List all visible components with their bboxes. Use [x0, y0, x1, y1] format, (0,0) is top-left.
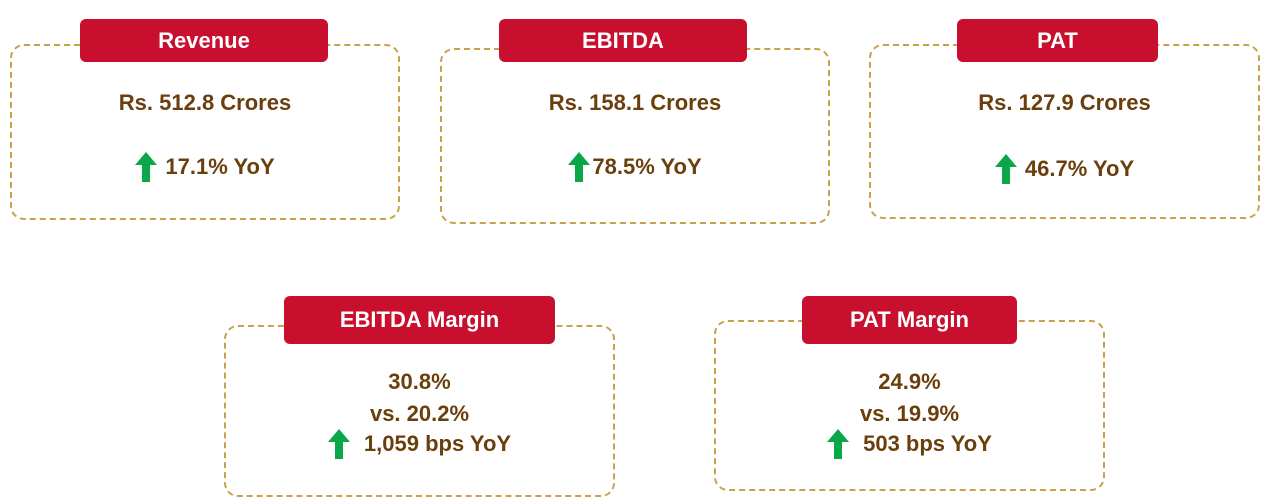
ebitda-margin-body: 30.8% vs. 20.2% 1,059 bps YoY — [224, 325, 615, 497]
pat-margin-value: 24.9% — [878, 369, 941, 394]
revenue-value: Rs. 512.8 Crores — [118, 90, 292, 115]
ebitda-margin-label: EBITDA Margin — [284, 296, 555, 344]
revenue-yoy-text: 17.1% YoY — [165, 154, 275, 179]
revenue-yoy: 17.1% YoY — [10, 152, 400, 182]
ebitda-body: Rs. 158.1 Crores 78.5% YoY — [440, 48, 830, 224]
up-arrow-icon — [135, 152, 158, 182]
pat-value: Rs. 127.9 Crores — [978, 90, 1151, 115]
up-arrow-icon — [327, 429, 350, 459]
ebitda-yoy-text: 78.5% YoY — [592, 154, 702, 179]
pat-margin-body: 24.9% vs. 19.9% 503 bps YoY — [714, 320, 1105, 491]
pat-label: PAT — [957, 19, 1158, 62]
up-arrow-icon — [994, 154, 1017, 184]
pat-body: Rs. 127.9 Crores 46.7% YoY — [869, 44, 1260, 219]
pat-margin-label: PAT Margin — [802, 296, 1017, 344]
revenue-body: Rs. 512.8 Crores 17.1% YoY — [10, 44, 400, 220]
ebitda-margin-value: 30.8% — [388, 369, 451, 394]
up-arrow-icon — [568, 152, 591, 182]
ebitda-value: Rs. 158.1 Crores — [548, 90, 722, 115]
pat-margin-yoy-text: 503 bps YoY — [863, 431, 992, 456]
up-arrow-icon — [827, 429, 850, 459]
pat-margin-comparison: vs. 19.9% — [859, 401, 960, 426]
ebitda-margin-yoy-text: 1,059 bps YoY — [363, 431, 512, 456]
pat-yoy-text: 46.7% YoY — [1024, 156, 1135, 181]
ebitda-label: EBITDA — [499, 19, 747, 62]
pat-margin-yoy: 503 bps YoY — [714, 429, 1105, 459]
revenue-label: Revenue — [80, 19, 328, 62]
ebitda-margin-comparison: vs. 20.2% — [369, 401, 470, 426]
ebitda-margin-yoy: 1,059 bps YoY — [224, 429, 615, 459]
ebitda-yoy: 78.5% YoY — [440, 152, 830, 182]
pat-yoy: 46.7% YoY — [869, 154, 1260, 184]
